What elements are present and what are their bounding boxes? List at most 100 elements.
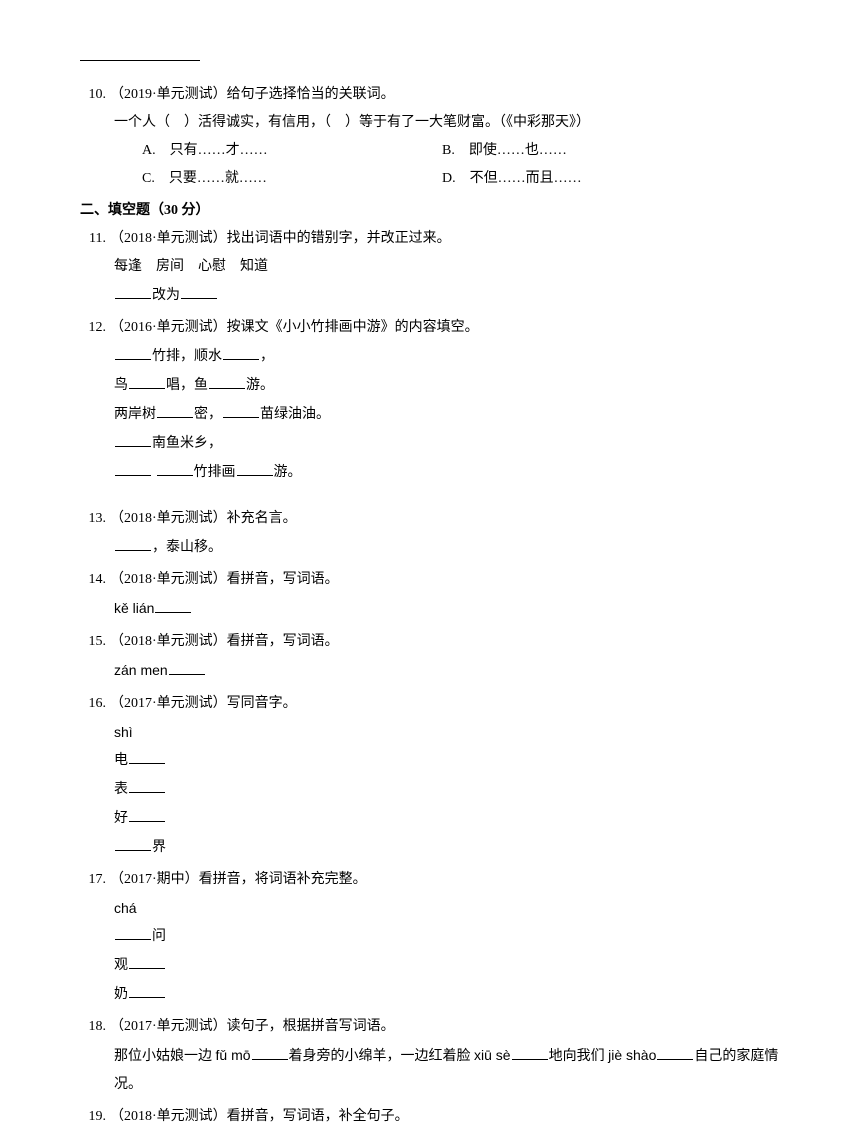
question-meta: （2016·单元测试）按课文《小小竹排画中游》的内容填空。 [110, 314, 780, 342]
question-line: 奶 [80, 980, 780, 1009]
header-divider [80, 60, 200, 61]
text: 那位小姑娘一边 [114, 1049, 216, 1064]
options-row-1: A. 只有……才…… B. 即使……也…… [80, 137, 780, 165]
question-17: 17. （2017·期中）看拼音，将词语补充完整。 chá 问 观 奶 [80, 866, 780, 1009]
options-row-2: C. 只要……就…… D. 不但……而且…… [80, 165, 780, 193]
blank [223, 342, 259, 360]
blank [657, 1042, 693, 1060]
text: 鸟 [114, 378, 128, 393]
question-meta: （2018·单元测试）补充名言。 [110, 505, 780, 533]
question-number: 10. [80, 81, 110, 109]
option-d: D. 不但……而且…… [442, 165, 780, 193]
blank [169, 657, 205, 675]
question-number: 19. [80, 1103, 110, 1131]
question-line: ，泰山移。 [80, 533, 780, 562]
text: 游。 [274, 465, 302, 480]
text: 改为 [152, 288, 180, 303]
pinyin-text: xiū sè [474, 1047, 511, 1063]
blank [129, 371, 165, 389]
pinyin-text: kě lián [114, 600, 154, 616]
pinyin-text: zán men [114, 662, 168, 678]
question-19: 19. （2018·单元测试）看拼音，写词语，补全句子。 [80, 1103, 780, 1131]
question-number: 17. [80, 866, 110, 894]
question-meta: （2019·单元测试）给句子选择恰当的关联词。 [110, 81, 780, 109]
question-13: 13. （2018·单元测试）补充名言。 ，泰山移。 [80, 505, 780, 562]
blank [157, 458, 193, 476]
text: ，泰山移。 [152, 540, 222, 555]
text: 着身旁的小绵羊，一边红着脸 [289, 1049, 475, 1064]
question-line: 竹排画 游。 [80, 458, 780, 487]
question-meta: （2017·单元测试）写同音字。 [110, 690, 780, 718]
option-b: B. 即使……也…… [442, 137, 780, 165]
question-meta: （2017·单元测试）读句子，根据拼音写词语。 [110, 1013, 780, 1041]
text: 竹排，顺水 [152, 349, 222, 364]
blank [223, 400, 259, 418]
question-meta: （2018·单元测试）看拼音，写词语。 [110, 566, 780, 594]
blank [129, 980, 165, 998]
text: 好 [114, 811, 128, 826]
question-number: 18. [80, 1013, 110, 1041]
question-line: 观 [80, 951, 780, 980]
blank [115, 922, 151, 940]
question-12: 12. （2016·单元测试）按课文《小小竹排画中游》的内容填空。 竹排，顺水 ，… [80, 314, 780, 487]
blank [157, 400, 193, 418]
blank [129, 804, 165, 822]
text: 地向我们 [549, 1049, 609, 1064]
question-line: 界 [80, 833, 780, 862]
blank [115, 833, 151, 851]
blank [155, 595, 191, 613]
blank [209, 371, 245, 389]
blank [115, 458, 151, 476]
question-number: 14. [80, 566, 110, 594]
question-16: 16. （2017·单元测试）写同音字。 shì 电 表 好 界 [80, 690, 780, 862]
question-number: 16. [80, 690, 110, 718]
text: 两岸树 [114, 407, 156, 422]
text: 唱，鱼 [166, 378, 208, 393]
text: 奶 [114, 987, 128, 1002]
text: 观 [114, 958, 128, 973]
question-10: 10. （2019·单元测试）给句子选择恰当的关联词。 一个人（ ）活得诚实，有… [80, 81, 780, 193]
question-line: 竹排，顺水 ， [80, 342, 780, 371]
question-number: 11. [80, 225, 110, 253]
question-meta: （2018·单元测试）看拼音，写词语。 [110, 628, 780, 656]
blank [115, 533, 151, 551]
question-line: 那位小姑娘一边 fǔ mō 着身旁的小绵羊，一边红着脸 xiū sè 地向我们 ji… [80, 1041, 780, 1099]
blank [129, 746, 165, 764]
text: 游。 [246, 378, 274, 393]
question-number: 15. [80, 628, 110, 656]
text: ， [260, 349, 274, 364]
text: 密， [194, 407, 222, 422]
question-line: 电 [80, 746, 780, 775]
text: 表 [114, 782, 128, 797]
question-14: 14. （2018·单元测试）看拼音，写词语。 kě lián [80, 566, 780, 624]
pinyin-text: fǔ mō [216, 1047, 251, 1063]
question-number: 12. [80, 314, 110, 342]
blank [115, 342, 151, 360]
blank [252, 1042, 288, 1060]
blank [237, 458, 273, 476]
text: 南鱼米乡， [152, 436, 222, 451]
pinyin-text: shì [80, 718, 780, 746]
pinyin-text: chá [80, 894, 780, 922]
question-meta: （2018·单元测试）看拼音，写词语，补全句子。 [110, 1103, 780, 1131]
question-line: 南鱼米乡， [80, 429, 780, 458]
text: 竹排画 [194, 465, 236, 480]
blank [129, 775, 165, 793]
text: 问 [152, 929, 166, 944]
blank [129, 951, 165, 969]
blank [181, 281, 217, 299]
question-sentence: 一个人（ ）活得诚实，有信用，（ ）等于有了一大笔财富。（《中彩那天》） [80, 109, 780, 137]
text: 电 [114, 753, 128, 768]
question-meta: （2018·单元测试）找出词语中的错别字，并改正过来。 [110, 225, 780, 253]
question-15: 15. （2018·单元测试）看拼音，写词语。 zán men [80, 628, 780, 686]
section-2-header: 二、填空题（30 分） [80, 197, 780, 225]
question-line: kě lián [80, 594, 780, 624]
question-line: 改为 [80, 281, 780, 310]
question-number: 13. [80, 505, 110, 533]
question-line: zán men [80, 656, 780, 686]
blank [115, 281, 151, 299]
option-a: A. 只有……才…… [142, 137, 442, 165]
question-line: 每逢 房间 心慰 知道 [80, 253, 780, 281]
pinyin-text: jiè shào [608, 1047, 656, 1063]
question-line: 好 [80, 804, 780, 833]
